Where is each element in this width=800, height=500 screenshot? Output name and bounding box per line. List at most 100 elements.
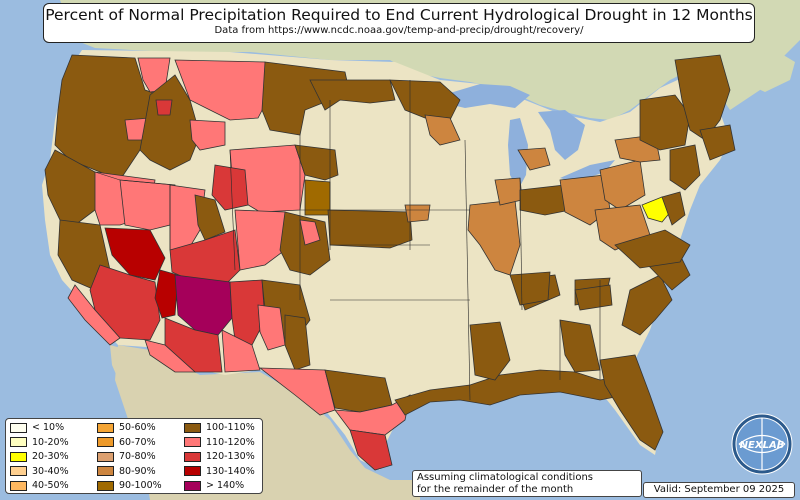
- legend-item: 60-70%: [97, 436, 156, 449]
- state-borders: [94, 80, 601, 401]
- region-wy-brown: [294, 144, 339, 181]
- region-tx-red-south: [349, 429, 393, 471]
- legend-swatch: [184, 437, 201, 448]
- region-ar-brown: [509, 271, 551, 306]
- lake-michigan: [508, 118, 528, 190]
- nexlab-logo: NEXLAB: [731, 413, 793, 475]
- legend-item: 90-100%: [97, 479, 162, 492]
- lake-erie: [560, 160, 615, 182]
- region-ok-pink: [257, 304, 286, 351]
- region-ut-brown: [194, 194, 226, 241]
- region-co-pink: [234, 209, 286, 271]
- map-subtitle: Data from https://www.ncdc.noaa.gov/temp…: [214, 25, 584, 36]
- region-ny-brown: [639, 94, 691, 151]
- legend-label: 70-80%: [119, 451, 156, 463]
- legend-label: 130-140%: [206, 465, 255, 477]
- legend-item: 100-110%: [184, 421, 255, 434]
- lake-huron: [538, 110, 585, 160]
- legend-label: 110-120%: [206, 436, 255, 448]
- legend-item: 70-80%: [97, 450, 156, 463]
- legend-label: < 10%: [32, 422, 65, 433]
- legend-item: 50-60%: [97, 421, 156, 434]
- legend-item: 120-130%: [184, 450, 255, 463]
- region-fl-brown: [599, 354, 664, 451]
- legend-item: > 140%: [184, 479, 244, 492]
- region-ca-red: [89, 264, 161, 341]
- legend-label: 80-90%: [119, 465, 156, 477]
- region-md-brown: [661, 191, 686, 226]
- legend-item: 30-40%: [10, 465, 69, 478]
- legend-item: 20-30%: [10, 450, 69, 463]
- legend-label: > 140%: [206, 480, 245, 492]
- legend-swatch: [97, 466, 114, 477]
- region-mi-tan: [517, 147, 551, 171]
- legend-label: 60-70%: [119, 436, 156, 448]
- legend-item: < 10%: [10, 421, 64, 434]
- legend-swatch: [10, 466, 27, 477]
- legend: < 10% 10-20% 20-30% 30-40% 40-50% 50-60% 60-70…: [5, 418, 263, 494]
- maritimes-land: [745, 50, 795, 92]
- region-nm-pink: [221, 329, 261, 373]
- region-ut-red: [169, 229, 241, 286]
- legend-label: 30-40%: [32, 465, 69, 477]
- region-nv-pink: [119, 179, 176, 231]
- legend-swatch: [184, 466, 201, 477]
- legend-item: 130-140%: [184, 465, 255, 478]
- legend-swatch: [97, 422, 114, 433]
- legend-label: 120-130%: [206, 451, 255, 463]
- region-ca-pink-south: [67, 284, 121, 346]
- region-oh-brown: [519, 184, 571, 216]
- legend-swatch: [10, 437, 27, 448]
- region-az-darkred: [154, 269, 179, 319]
- region-nc-brown: [614, 229, 691, 269]
- region-idaho-red: [155, 99, 173, 116]
- legend-swatch: [10, 480, 27, 491]
- lake-superior: [440, 84, 530, 108]
- note-line-2: for the remainder of the month: [417, 484, 574, 495]
- legend-label: 10-20%: [32, 436, 69, 448]
- assumption-note: Assuming climatological conditions for t…: [412, 470, 642, 497]
- region-nv-darkred: [104, 227, 166, 281]
- region-idaho-brown: [139, 74, 201, 171]
- title-box: Percent of Normal Precipitation Required…: [43, 3, 755, 43]
- legend-swatch: [184, 422, 201, 433]
- region-in-tan: [494, 177, 523, 206]
- legend-label: 90-100%: [119, 480, 162, 492]
- legend-swatch: [97, 480, 114, 491]
- legend-item: 10-20%: [10, 436, 69, 449]
- valid-date: Valid: September 09 2025: [643, 482, 795, 498]
- legend-swatch: [97, 437, 114, 448]
- note-line-1: Assuming climatological conditions: [417, 472, 593, 483]
- region-ma-brown: [699, 124, 736, 161]
- region-wi-tan: [424, 114, 461, 146]
- legend-label: 40-50%: [32, 480, 69, 492]
- map-title: Percent of Normal Precipitation Required…: [45, 6, 753, 24]
- drought-regions: [44, 54, 736, 471]
- region-nj-brown: [669, 144, 701, 191]
- region-az-pink: [144, 339, 197, 373]
- region-wv-tan: [599, 159, 646, 211]
- region-il-tan: [467, 199, 521, 276]
- region-tx-brown-west: [284, 314, 311, 371]
- legend-label: 50-60%: [119, 422, 156, 433]
- legend-swatch: [184, 451, 201, 462]
- legend-swatch: [97, 451, 114, 462]
- region-montana-pink-2: [189, 119, 226, 151]
- region-tx-pink-west: [258, 367, 336, 416]
- region-al-brown: [559, 319, 601, 373]
- region-nc-ne-brown: [574, 284, 613, 311]
- legend-item: 40-50%: [10, 479, 69, 492]
- region-ks-pink: [299, 219, 321, 246]
- svg-text:NEXLAB: NEXLAB: [740, 440, 785, 451]
- legend-swatch: [184, 480, 201, 491]
- legend-item: 110-120%: [184, 436, 255, 449]
- legend-label: 100-110%: [206, 422, 255, 433]
- legend-item: 80-90%: [97, 465, 156, 478]
- legend-swatch: [10, 422, 27, 433]
- region-ks-tan: [404, 204, 431, 223]
- legend-swatch: [10, 451, 27, 462]
- region-wy-red: [211, 164, 249, 211]
- region-ms-brown: [469, 321, 511, 381]
- region-ks-brown: [327, 209, 413, 249]
